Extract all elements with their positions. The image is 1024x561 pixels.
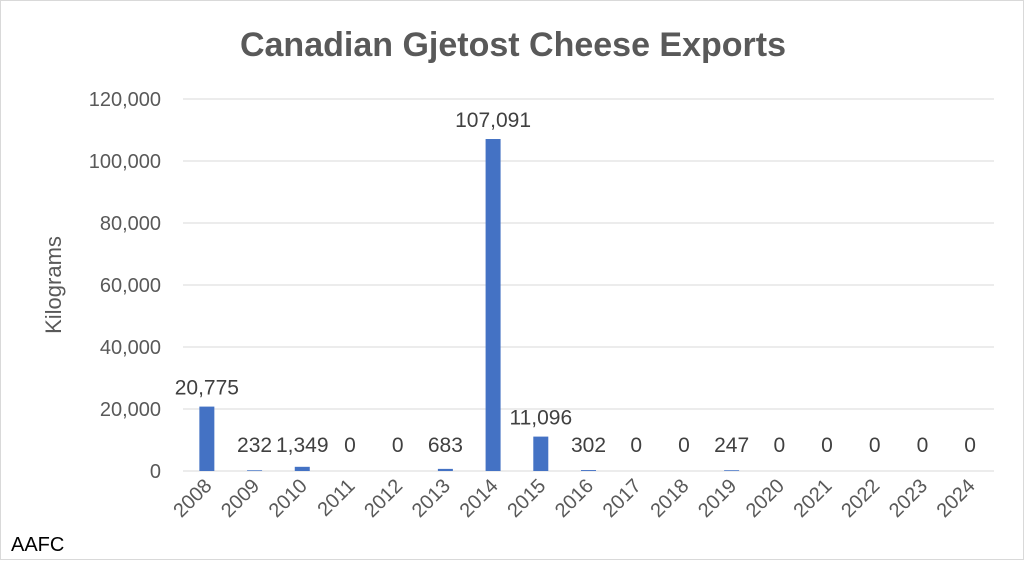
x-tick-label: 2020 bbox=[742, 475, 789, 522]
x-tick-label: 2016 bbox=[551, 475, 598, 522]
bar bbox=[294, 466, 310, 471]
data-label: 107,091 bbox=[455, 109, 531, 132]
x-tick-label: 2023 bbox=[885, 475, 932, 522]
data-label: 0 bbox=[630, 434, 642, 457]
x-tick-label: 2022 bbox=[837, 475, 884, 522]
x-tick-label: 2024 bbox=[933, 475, 980, 522]
bar bbox=[581, 470, 596, 471]
x-axis-ticks: 2008 2009 2010 2011 2012 2013 2014 2015 2016 2017… bbox=[169, 475, 979, 522]
y-axis-ticks: 0 20,000 40,000 60,000 80,000 100,000 120,000 bbox=[89, 89, 161, 483]
data-label: 232 bbox=[237, 434, 272, 457]
x-tick-label: 2013 bbox=[408, 475, 455, 522]
x-tick-label: 2010 bbox=[265, 475, 312, 522]
x-tick-label: 2015 bbox=[503, 475, 550, 522]
gridlines bbox=[183, 98, 994, 472]
data-label: 0 bbox=[773, 434, 785, 457]
bar bbox=[199, 406, 215, 471]
x-tick-label: 2011 bbox=[314, 475, 360, 521]
data-label: 0 bbox=[964, 434, 976, 457]
bar bbox=[485, 139, 501, 472]
data-label: 302 bbox=[571, 434, 606, 457]
data-label: 0 bbox=[821, 434, 833, 457]
data-label: 0 bbox=[392, 434, 404, 457]
x-tick-label: 2008 bbox=[169, 475, 216, 522]
data-labels: 20,775 232 1,349 0 0 683 107,091 11,096 302 0 0 247… bbox=[175, 109, 976, 457]
x-tick-label: 2012 bbox=[360, 475, 407, 522]
x-tick-label: 2018 bbox=[646, 475, 693, 522]
y-tick-label: 0 bbox=[150, 461, 161, 483]
x-tick-label: 2021 bbox=[790, 475, 837, 522]
bar bbox=[247, 470, 263, 471]
data-label: 1,349 bbox=[276, 434, 329, 457]
x-tick-label: 2019 bbox=[694, 475, 741, 522]
data-label: 0 bbox=[678, 434, 690, 457]
data-label: 0 bbox=[344, 434, 356, 457]
data-label: 20,775 bbox=[175, 377, 239, 400]
bar bbox=[724, 470, 740, 471]
bars bbox=[199, 139, 740, 472]
data-label: 0 bbox=[869, 434, 881, 457]
x-tick-label: 2009 bbox=[217, 475, 264, 522]
bar bbox=[533, 436, 549, 471]
y-tick-label: 120,000 bbox=[89, 89, 161, 111]
y-tick-label: 100,000 bbox=[89, 151, 161, 173]
y-tick-label: 80,000 bbox=[100, 213, 161, 235]
y-tick-label: 40,000 bbox=[100, 337, 161, 359]
y-tick-label: 20,000 bbox=[100, 399, 161, 421]
data-label: 11,096 bbox=[509, 407, 572, 430]
x-tick-label: 2014 bbox=[456, 475, 503, 522]
y-axis-label: Kilograms bbox=[41, 236, 66, 334]
chart-title: Canadian Gjetost Cheese Exports bbox=[240, 26, 786, 64]
y-tick-label: 60,000 bbox=[100, 275, 161, 297]
data-label: 0 bbox=[917, 434, 929, 457]
data-label: 683 bbox=[428, 434, 463, 457]
x-tick-label: 2017 bbox=[599, 475, 646, 522]
data-label: 247 bbox=[714, 434, 749, 457]
bar bbox=[437, 468, 453, 471]
source-label: AAFC bbox=[11, 534, 64, 556]
